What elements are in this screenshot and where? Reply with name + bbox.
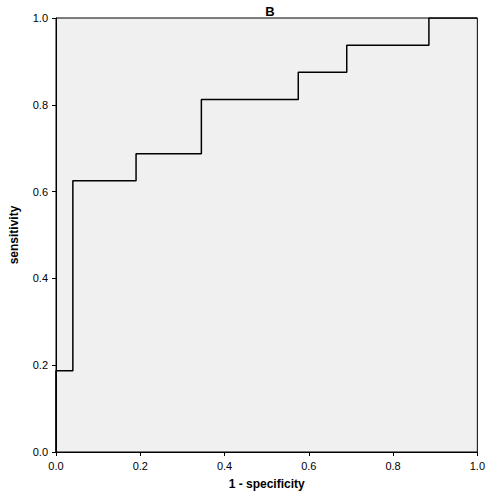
svg-text:0.6: 0.6 bbox=[33, 186, 48, 198]
svg-text:0.8: 0.8 bbox=[385, 460, 400, 472]
svg-text:0.2: 0.2 bbox=[33, 359, 48, 371]
svg-text:0.0: 0.0 bbox=[48, 460, 63, 472]
svg-text:0.8: 0.8 bbox=[33, 99, 48, 111]
svg-text:sensitivity: sensitivity bbox=[7, 205, 21, 264]
svg-text:0.0: 0.0 bbox=[33, 446, 48, 458]
svg-text:B: B bbox=[265, 4, 274, 19]
svg-text:1.0: 1.0 bbox=[33, 12, 48, 24]
svg-text:0.2: 0.2 bbox=[133, 460, 148, 472]
svg-text:0.4: 0.4 bbox=[33, 272, 48, 284]
svg-text:1 - specificity: 1 - specificity bbox=[229, 477, 305, 491]
svg-text:0.6: 0.6 bbox=[301, 460, 316, 472]
svg-text:1.0: 1.0 bbox=[470, 460, 485, 472]
svg-text:0.4: 0.4 bbox=[217, 460, 232, 472]
